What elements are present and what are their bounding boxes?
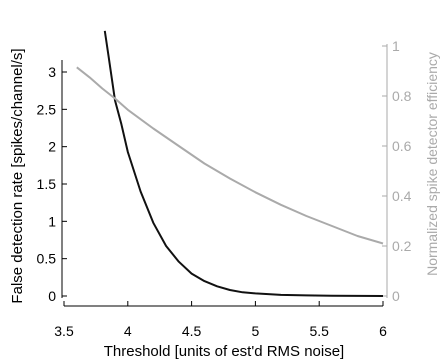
right-y-tick-label: 1 — [392, 38, 400, 54]
right-y-tick-label: 0.8 — [392, 88, 412, 104]
left-y-tick-label: 0 — [48, 288, 56, 304]
x-tick-label: 3.5 — [54, 323, 74, 339]
detector-efficiency-line — [76, 66, 384, 245]
right-y-axis-label: Normalized spike detector efficiency — [424, 52, 440, 276]
x-tick-label: 5.5 — [309, 323, 329, 339]
left-y-tick-label: 1.5 — [37, 176, 57, 192]
right-y-tick-label: 0 — [392, 288, 400, 304]
left-y-tick-label: 0.5 — [37, 251, 57, 267]
left-y-axis-label: False detection rate [spikes/channel/s] — [9, 48, 26, 303]
false-detection-rate-line — [103, 30, 384, 297]
right-y-tick-label: 0.6 — [392, 138, 412, 154]
plot-area: 3.5 4 4.5 5 5.5 6 0 0.5 1 1.5 2 2.5 3 0 0.2 0.4 0.6 0.8 1 — [37, 30, 412, 339]
left-y-tick-label: 2.5 — [37, 101, 57, 117]
x-tick-label: 4.5 — [182, 323, 202, 339]
x-tick-label: 6 — [379, 323, 387, 339]
x-axis-label: Threshold [units of est'd RMS noise] — [104, 343, 344, 360]
right-y-tick-label: 0.4 — [392, 188, 412, 204]
x-tick-label: 5 — [252, 323, 260, 339]
left-y-tick-label: 1 — [48, 213, 56, 229]
x-tick-label: 4 — [124, 323, 132, 339]
right-y-tick-label: 0.2 — [392, 238, 412, 254]
left-y-tick-label: 2 — [48, 139, 56, 155]
left-y-tick-label: 3 — [48, 64, 56, 80]
